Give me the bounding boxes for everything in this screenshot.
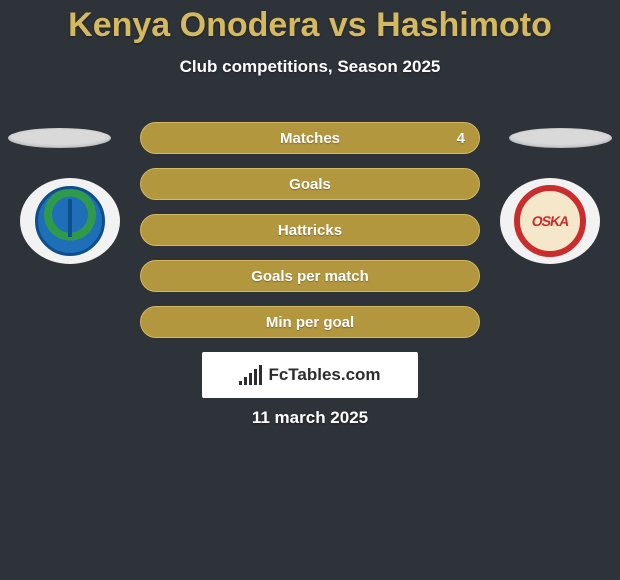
club-badge-right: OSKA — [500, 178, 600, 264]
club-logo-right-icon: OSKA — [514, 185, 586, 257]
brand-text: FcTables.com — [268, 365, 380, 385]
stat-label: Min per goal — [266, 314, 354, 331]
stat-row-goals: Goals — [140, 168, 480, 200]
stat-row-min-per-goal: Min per goal — [140, 306, 480, 338]
stat-label: Goals per match — [251, 268, 369, 285]
club-logo-left-icon — [35, 186, 105, 256]
club-badge-left — [20, 178, 120, 264]
player-photo-left-placeholder — [8, 128, 111, 148]
page-title: Kenya Onodera vs Hashimoto — [0, 0, 620, 45]
generation-date: 11 march 2025 — [0, 408, 620, 428]
stat-row-matches: Matches 4 — [140, 122, 480, 154]
stat-value-right: 4 — [457, 130, 465, 147]
stats-table: Matches 4 Goals Hattricks Goals per matc… — [140, 122, 480, 352]
stat-row-hattricks: Hattricks — [140, 214, 480, 246]
player-photo-right-placeholder — [509, 128, 612, 148]
subtitle: Club competitions, Season 2025 — [0, 57, 620, 77]
club-logo-right-text: OSKA — [530, 213, 569, 229]
stat-label: Matches — [280, 130, 340, 147]
stat-row-goals-per-match: Goals per match — [140, 260, 480, 292]
brand-bars-icon — [239, 365, 262, 385]
brand-watermark: FcTables.com — [202, 352, 418, 398]
stat-label: Hattricks — [278, 222, 342, 239]
stat-label: Goals — [289, 176, 331, 193]
